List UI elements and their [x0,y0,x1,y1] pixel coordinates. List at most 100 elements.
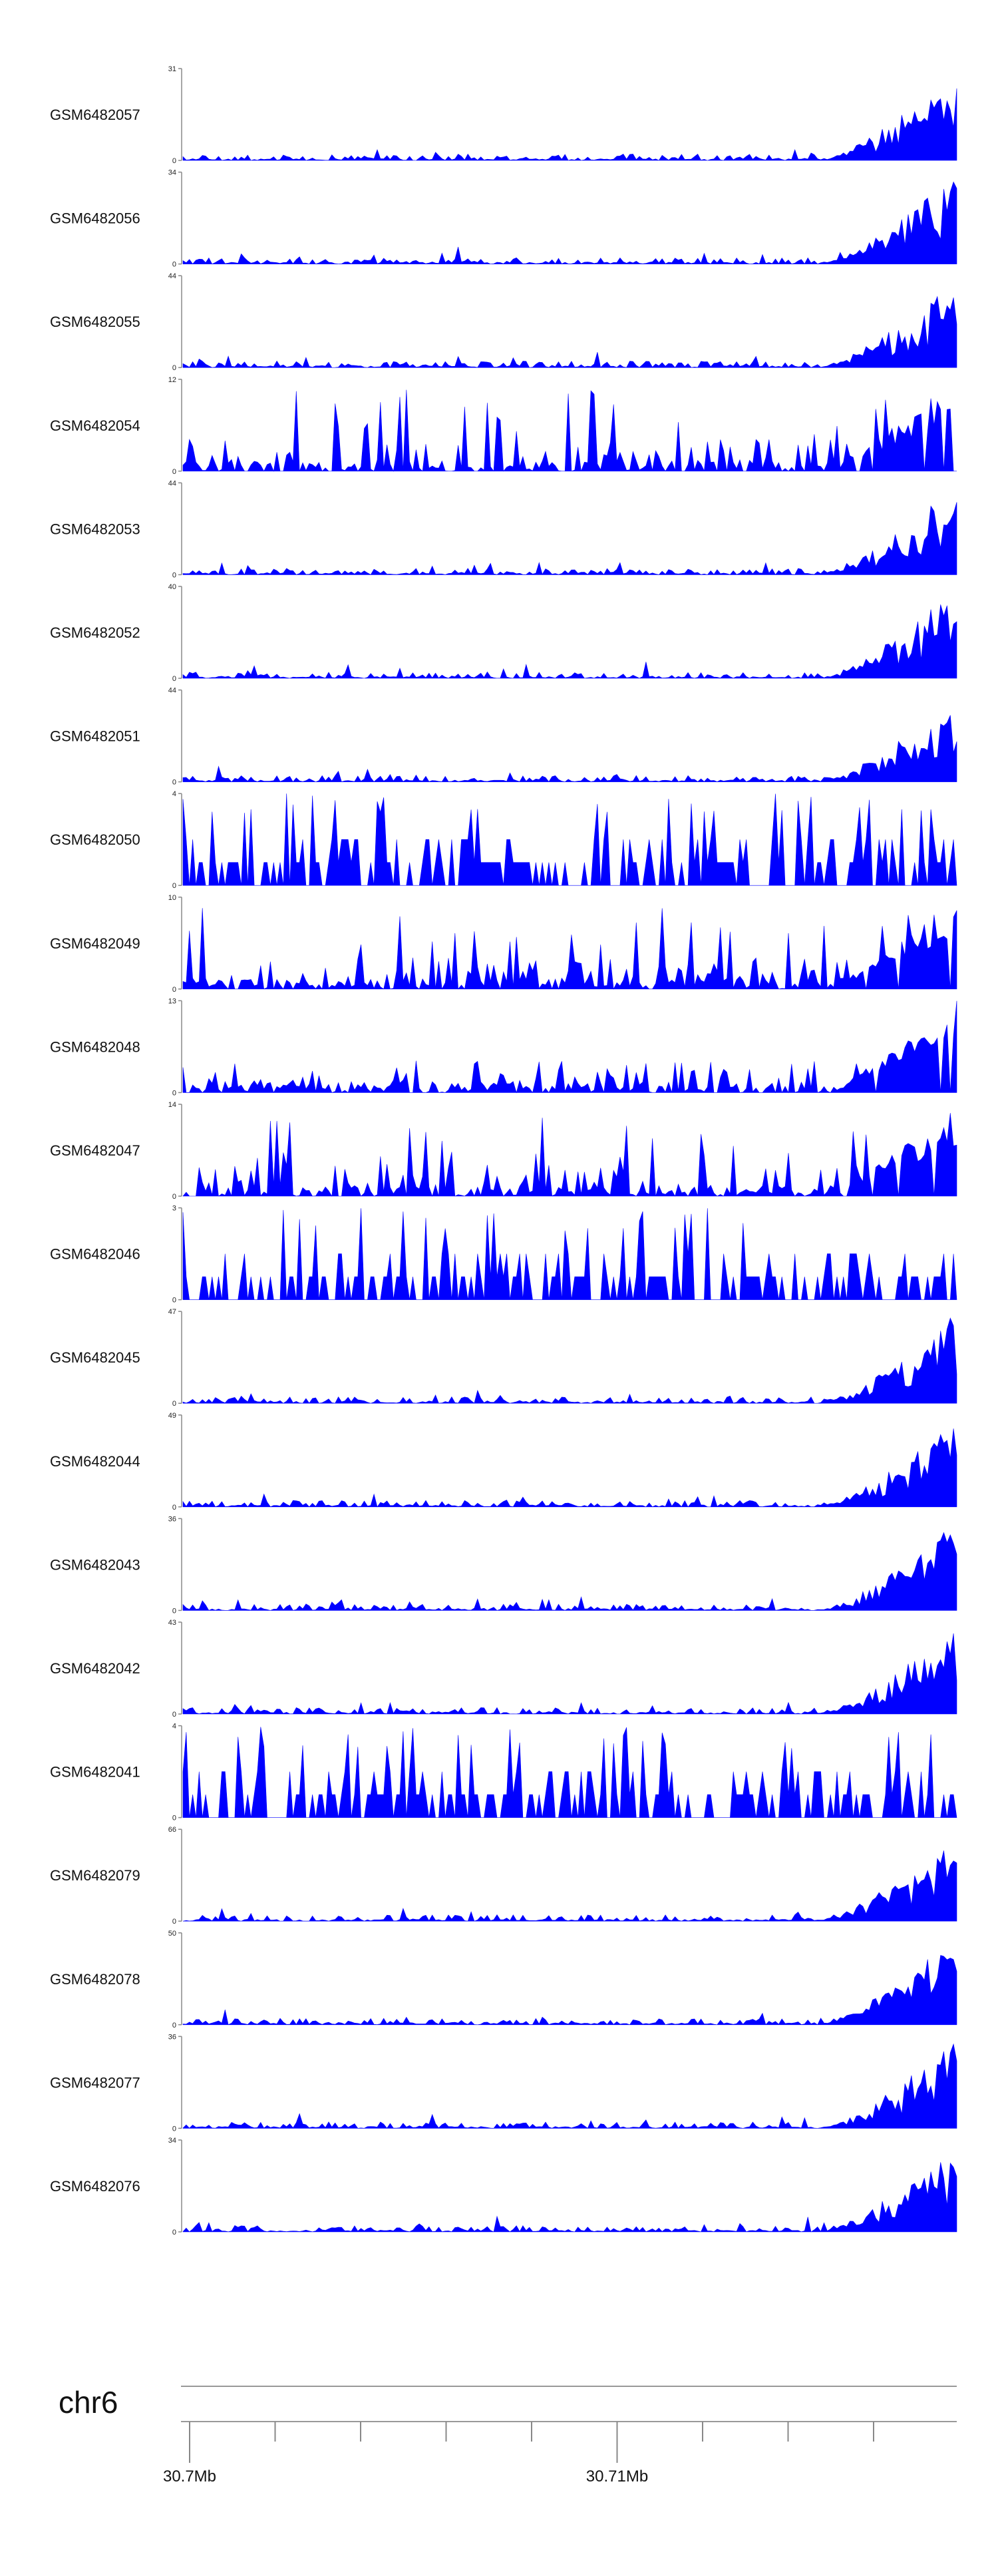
y-tick-label-max: 34 [168,169,176,177]
track-label: GSM6482055 [50,314,140,330]
track-GSM6482045: GSM6482045 47 0 [50,1308,957,1408]
coverage-area [182,502,957,576]
y-tick-label-min: 0 [172,364,176,372]
track-GSM6482044: GSM6482044 49 0 [50,1412,957,1512]
coverage-area [182,715,957,783]
track-GSM6482048: GSM6482048 13 0 [50,997,957,1097]
y-tick-label-min: 0 [172,986,176,994]
coverage-area [182,1208,957,1300]
chromosome-label: chr6 [59,2385,118,2420]
track-label: GSM6482046 [50,1246,140,1263]
y-tick-label-min: 0 [172,1089,176,1097]
coverage-area [182,908,957,990]
track-GSM6482055: GSM6482055 44 0 [50,272,957,372]
coverage-area [182,296,957,368]
y-tick-label-min: 0 [172,468,176,476]
track-GSM6482049: GSM6482049 10 0 [50,894,957,994]
y-tick-label-max: 3 [172,1205,176,1213]
track-GSM6482052: GSM6482052 40 0 [50,583,957,683]
y-tick-label-min: 0 [172,1297,176,1305]
y-tick-label-max: 44 [168,687,176,695]
coverage-area [182,793,957,886]
y-tick-label-max: 10 [168,894,176,902]
y-tick-label-max: 44 [168,479,176,487]
y-tick-label-max: 49 [168,1412,176,1420]
y-tick-label-max: 40 [168,583,176,591]
y-tick-label-max: 44 [168,272,176,280]
track-label: GSM6482052 [50,624,140,641]
y-tick-label-max: 47 [168,1308,176,1316]
coverage-area [182,1428,957,1508]
coverage-area [182,88,957,161]
track-GSM6482056: GSM6482056 34 0 [50,169,957,269]
coverage-area [182,389,957,472]
track-label: GSM6482051 [50,728,140,745]
coverage-area [182,604,957,679]
tracks: GSM6482057310GSM6482056340GSM6482055440G… [50,65,957,2237]
y-tick-label-min: 0 [172,1400,176,1408]
y-tick-label-min: 0 [172,882,176,890]
track-GSM6482050: GSM6482050 4 0 [50,790,957,890]
track-label: GSM6482042 [50,1660,140,1677]
genome-axis: chr6 30.7Mb 30.71Mb [59,2385,957,2485]
coverage-area [182,1113,957,1197]
track-label: GSM6482054 [50,417,140,434]
coverage-area [182,1532,957,1611]
coverage-area [182,1000,957,1094]
track-GSM6482076: GSM6482076 34 0 [50,2137,957,2237]
track-GSM6482041: GSM6482041 4 0 [50,1723,957,1823]
coverage-area [182,1727,957,1818]
y-tick-label-max: 12 [168,376,176,384]
coverage-area [182,1955,957,2026]
track-GSM6482053: GSM6482053 44 0 [50,479,957,579]
track-GSM6482057: GSM6482057 31 0 [50,65,957,165]
y-tick-label-min: 0 [172,1504,176,1512]
coverage-area [182,181,957,264]
y-tick-label-max: 34 [168,2137,176,2145]
track-label: GSM6482053 [50,521,140,537]
track-label: GSM6482048 [50,1038,140,1055]
track-GSM6482051: GSM6482051 44 0 [50,687,957,787]
y-tick-label-min: 0 [172,675,176,683]
track-label: GSM6482047 [50,1142,140,1159]
y-tick-label-max: 36 [168,1515,176,1523]
y-tick-label-min: 0 [172,1918,176,1926]
genome-tick-label: 30.71Mb [586,2468,648,2485]
y-tick-label-min: 0 [172,157,176,165]
y-tick-label-max: 4 [172,1723,176,1731]
track-GSM6482042: GSM6482042 43 0 [50,1619,957,1719]
axis-ticks: 30.7Mb 30.71Mb [163,2422,874,2485]
y-tick-label-min: 0 [172,261,176,269]
track-GSM6482078: GSM6482078 50 0 [50,1930,957,2030]
track-label: GSM6482049 [50,935,140,952]
y-tick-label-min: 0 [172,1193,176,1201]
y-tick-label-min: 0 [172,2022,176,2030]
y-tick-label-max: 66 [168,1826,176,1834]
y-tick-label-min: 0 [172,571,176,579]
track-label: GSM6482078 [50,1971,140,1988]
track-label: GSM6482043 [50,1556,140,1573]
track-label: GSM6482041 [50,1764,140,1781]
y-tick-label-max: 14 [168,1101,176,1109]
y-tick-label-min: 0 [172,2125,176,2133]
track-GSM6482043: GSM6482043 36 0 [50,1515,957,1615]
y-tick-label-min: 0 [172,1815,176,1823]
track-label: GSM6482057 [50,107,140,123]
y-tick-label-min: 0 [172,779,176,787]
track-label: GSM6482079 [50,1867,140,1884]
track-label: GSM6482044 [50,1453,140,1470]
y-tick-label-max: 13 [168,997,176,1005]
track-label: GSM6482076 [50,2178,140,2195]
track-label: GSM6482056 [50,210,140,227]
track-GSM6482054: GSM6482054 12 0 [50,376,957,476]
track-GSM6482046: GSM6482046 3 0 [50,1205,957,1305]
y-tick-label-min: 0 [172,1711,176,1719]
y-tick-label-max: 31 [168,65,176,73]
genome-tick-label: 30.7Mb [163,2468,216,2485]
coverage-area [182,1850,957,1922]
coverage-area [182,1317,957,1404]
track-GSM6482047: GSM6482047 14 0 [50,1101,957,1201]
track-label: GSM6482050 [50,831,140,848]
y-tick-label-max: 43 [168,1619,176,1627]
